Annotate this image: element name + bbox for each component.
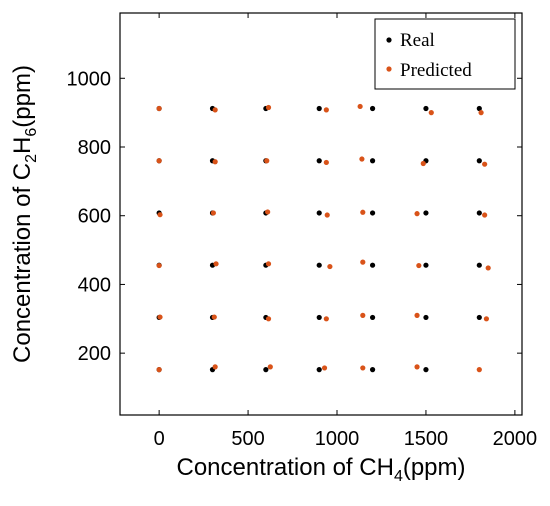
axis-ticks: 0 500 1000 1500 2000 200 400 600 800 1000 xyxy=(67,13,538,450)
real-point-26 xyxy=(476,210,482,216)
predicted-point-20 xyxy=(485,265,491,271)
predicted-point-18 xyxy=(360,259,366,265)
predicted-point-6 xyxy=(476,367,482,373)
x-axis-title: Concentration of CH4(ppm) xyxy=(176,454,465,485)
real-point-25 xyxy=(423,210,429,216)
predicted-point-17 xyxy=(327,263,333,270)
predicted-point-25 xyxy=(360,209,366,215)
predicted-point-15 xyxy=(213,261,219,267)
predicted-point-8 xyxy=(211,314,217,320)
real-point-18 xyxy=(423,262,429,268)
predicted-point-24 xyxy=(324,212,330,218)
predicted-point-4 xyxy=(360,365,366,371)
predicted-point-30 xyxy=(264,158,270,164)
predicted-point-29 xyxy=(212,159,218,165)
real-point-38 xyxy=(369,105,376,112)
real-point-17 xyxy=(369,262,376,268)
predicted-point-37 xyxy=(265,104,272,111)
legend: Real Predicted xyxy=(374,18,516,90)
real-point-11 xyxy=(423,314,429,321)
real-point-19 xyxy=(476,262,482,268)
predicted-point-12 xyxy=(414,312,420,318)
predicted-point-9 xyxy=(265,316,272,322)
predicted-point-40 xyxy=(428,110,434,116)
y-tick-label-2: 600 xyxy=(78,206,111,228)
predicted-point-7 xyxy=(157,314,163,320)
real-point-10 xyxy=(369,314,376,321)
x-tick-label-2: 1000 xyxy=(315,428,360,450)
series-predicted xyxy=(156,103,491,373)
y-tick-label-3: 800 xyxy=(78,137,111,159)
predicted-point-2 xyxy=(267,364,273,370)
real-point-39 xyxy=(423,105,429,112)
predicted-point-23 xyxy=(265,209,271,215)
predicted-point-14 xyxy=(156,262,162,269)
predicted-point-34 xyxy=(482,161,488,167)
predicted-point-11 xyxy=(360,312,366,318)
predicted-point-39 xyxy=(357,103,363,110)
predicted-point-3 xyxy=(321,365,328,371)
predicted-point-1 xyxy=(212,364,218,370)
real-point-23 xyxy=(316,210,322,216)
predicted-point-5 xyxy=(414,364,420,370)
legend-box xyxy=(374,18,516,90)
x-tick-label-0: 0 xyxy=(154,428,165,450)
predicted-point-0 xyxy=(156,367,162,373)
real-point-9 xyxy=(316,314,322,321)
legend-label-predicted: Predicted xyxy=(400,60,472,81)
y-tick-label-4: 1000 xyxy=(67,68,112,90)
real-point-3 xyxy=(316,367,322,373)
predicted-point-13 xyxy=(483,316,490,322)
x-tick-label-4: 2000 xyxy=(493,428,538,450)
y-axis-title: Concentration of C2H6(ppm) xyxy=(9,65,40,363)
predicted-point-35 xyxy=(156,105,162,112)
legend-marker-predicted xyxy=(386,66,392,72)
plot-area-frame xyxy=(119,12,523,416)
real-point-2 xyxy=(263,367,269,373)
predicted-point-26 xyxy=(414,211,420,217)
predicted-point-10 xyxy=(323,316,329,322)
real-point-24 xyxy=(369,210,376,216)
real-point-33 xyxy=(476,158,482,164)
series-real xyxy=(156,105,482,373)
x-tick-label-3: 1500 xyxy=(404,428,449,450)
legend-label-real: Real xyxy=(400,30,435,51)
predicted-point-28 xyxy=(156,158,162,164)
predicted-point-33 xyxy=(420,160,426,167)
legend-marker-real xyxy=(386,37,392,43)
predicted-point-31 xyxy=(323,159,329,166)
real-point-40 xyxy=(476,105,482,112)
real-point-4 xyxy=(369,367,376,373)
predicted-point-19 xyxy=(416,262,422,269)
y-tick-label-1: 400 xyxy=(78,274,111,296)
real-point-37 xyxy=(316,105,322,112)
real-point-12 xyxy=(476,314,482,321)
predicted-point-22 xyxy=(210,210,216,216)
y-tick-label-0: 200 xyxy=(78,343,111,365)
predicted-point-38 xyxy=(323,107,329,113)
predicted-point-27 xyxy=(482,212,488,218)
x-tick-label-1: 500 xyxy=(231,428,264,450)
data-points xyxy=(156,103,491,373)
predicted-point-21 xyxy=(157,212,163,218)
real-point-5 xyxy=(423,367,429,373)
predicted-point-41 xyxy=(478,110,484,116)
real-point-16 xyxy=(316,262,322,268)
real-point-31 xyxy=(369,158,376,164)
real-point-30 xyxy=(316,158,322,164)
predicted-point-16 xyxy=(265,261,272,267)
predicted-point-32 xyxy=(359,156,365,162)
predicted-point-36 xyxy=(212,107,218,113)
